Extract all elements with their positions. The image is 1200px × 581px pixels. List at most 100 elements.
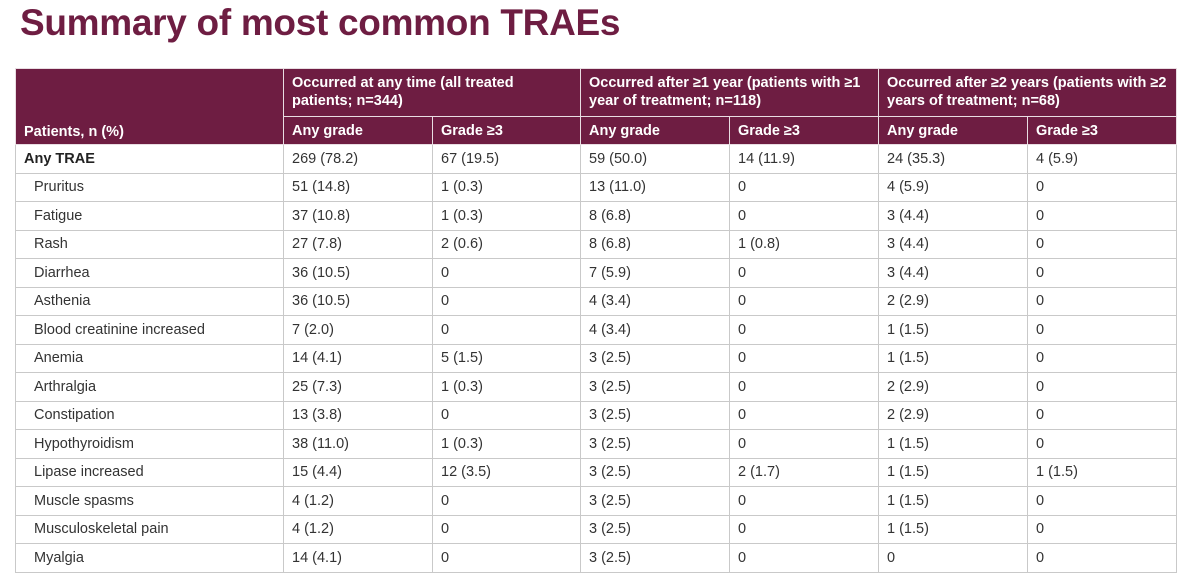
trae-table: Patients, n (%) Occurred at any time (al… <box>15 68 1178 573</box>
row-label-cell: Fatigue <box>15 201 284 231</box>
value-cell: 37 (10.8) <box>283 201 433 231</box>
value-cell: 0 <box>728 172 880 202</box>
value-cell: 3 (2.5) <box>580 543 730 573</box>
value-cell: 0 <box>728 372 880 402</box>
subheader-any-grade: Any grade <box>580 116 730 145</box>
value-cell: 3 (2.5) <box>580 400 730 430</box>
group-header-after-1-year: Occurred after ≥1 year (patients with ≥1… <box>579 68 880 117</box>
value-cell: 15 (4.4) <box>283 457 433 487</box>
table-row: Muscle spasms 4 (1.2) 0 3 (2.5) 0 1 (1.5) 0 <box>15 486 1178 516</box>
value-cell: 8 (6.8) <box>580 229 730 259</box>
value-cell: 3 (2.5) <box>580 514 730 544</box>
table-body: Any TRAE 269 (78.2) 67 (19.5) 59 (50.0) 14 (… <box>15 144 1178 573</box>
row-label-cell: Muscle spasms <box>15 486 284 516</box>
value-cell: 0 <box>432 286 581 316</box>
value-cell: 1 (1.5) <box>878 486 1029 516</box>
value-cell: 3 (4.4) <box>878 201 1029 231</box>
value-cell: 0 <box>1027 400 1178 430</box>
value-cell: 36 (10.5) <box>283 286 433 316</box>
value-cell: 0 <box>432 258 581 288</box>
value-cell: 5 (1.5) <box>432 343 581 373</box>
table-row: Asthenia 36 (10.5) 0 4 (3.4) 0 2 (2.9) 0 <box>15 286 1178 316</box>
value-cell: 51 (14.8) <box>283 172 433 202</box>
table-row: Anemia 14 (4.1) 5 (1.5) 3 (2.5) 0 1 (1.5) 0 <box>15 343 1178 373</box>
value-cell: 4 (1.2) <box>283 514 433 544</box>
value-cell: 67 (19.5) <box>432 144 581 174</box>
value-cell: 3 (2.5) <box>580 343 730 373</box>
value-cell: 3 (2.5) <box>580 429 730 459</box>
value-cell: 0 <box>1027 429 1178 459</box>
subheader-any-grade: Any grade <box>878 116 1029 145</box>
value-cell: 0 <box>728 258 880 288</box>
value-cell: 1 (1.5) <box>878 514 1029 544</box>
value-cell: 14 (4.1) <box>283 543 433 573</box>
value-cell: 7 (2.0) <box>283 315 433 345</box>
value-cell: 4 (3.4) <box>580 286 730 316</box>
row-label-cell: Diarrhea <box>15 258 284 288</box>
table-row: Musculoskeletal pain 4 (1.2) 0 3 (2.5) 0 1 (1… <box>15 514 1178 544</box>
value-cell: 0 <box>432 486 581 516</box>
value-cell: 0 <box>728 429 880 459</box>
table-row: Blood creatinine increased 7 (2.0) 0 4 (3.4… <box>15 315 1178 345</box>
table-row: Myalgia 14 (4.1) 0 3 (2.5) 0 0 0 <box>15 543 1178 573</box>
value-cell: 0 <box>728 514 880 544</box>
value-cell: 0 <box>1027 229 1178 259</box>
value-cell: 25 (7.3) <box>283 372 433 402</box>
value-cell: 36 (10.5) <box>283 258 433 288</box>
value-cell: 38 (11.0) <box>283 429 433 459</box>
value-cell: 3 (2.5) <box>580 486 730 516</box>
value-cell: 14 (4.1) <box>283 343 433 373</box>
subheader-grade-3: Grade ≥3 <box>432 116 581 145</box>
value-cell: 3 (2.5) <box>580 372 730 402</box>
row-label-cell: Rash <box>15 229 284 259</box>
row-header-cell: Patients, n (%) <box>15 68 284 145</box>
table-row: Diarrhea 36 (10.5) 0 7 (5.9) 0 3 (4.4) 0 <box>15 258 1178 288</box>
row-label-cell: Constipation <box>15 400 284 430</box>
value-cell: 0 <box>728 343 880 373</box>
value-cell: 7 (5.9) <box>580 258 730 288</box>
value-cell: 13 (11.0) <box>580 172 730 202</box>
value-cell: 1 (0.3) <box>432 201 581 231</box>
value-cell: 2 (2.9) <box>878 286 1029 316</box>
value-cell: 59 (50.0) <box>580 144 730 174</box>
value-cell: 0 <box>432 315 581 345</box>
value-cell: 0 <box>1027 343 1178 373</box>
subheader-grade-3: Grade ≥3 <box>1027 116 1178 145</box>
value-cell: 1 (0.8) <box>728 229 880 259</box>
row-label-cell: Lipase increased <box>15 457 284 487</box>
value-cell: 0 <box>1027 201 1178 231</box>
value-cell: 1 (1.5) <box>878 343 1029 373</box>
value-cell: 4 (5.9) <box>878 172 1029 202</box>
value-cell: 0 <box>432 514 581 544</box>
value-cell: 0 <box>1027 286 1178 316</box>
row-label-cell: Pruritus <box>15 172 284 202</box>
value-cell: 0 <box>432 543 581 573</box>
value-cell: 3 (2.5) <box>580 457 730 487</box>
group-header-after-2-years: Occurred after ≥2 years (patients with ≥… <box>878 68 1178 117</box>
value-cell: 2 (0.6) <box>432 229 581 259</box>
table-row: Hypothyroidism 38 (11.0) 1 (0.3) 3 (2.5) 0 1 … <box>15 429 1178 459</box>
subheader-grade-3: Grade ≥3 <box>728 116 880 145</box>
row-label-cell: Arthralgia <box>15 372 284 402</box>
value-cell: 269 (78.2) <box>283 144 433 174</box>
row-label-cell: Anemia <box>15 343 284 373</box>
value-cell: 0 <box>728 486 880 516</box>
value-cell: 24 (35.3) <box>878 144 1029 174</box>
value-cell: 8 (6.8) <box>580 201 730 231</box>
table-header: Patients, n (%) Occurred at any time (al… <box>15 68 1178 145</box>
value-cell: 2 (2.9) <box>878 372 1029 402</box>
value-cell: 4 (5.9) <box>1027 144 1178 174</box>
group-header-any-time: Occurred at any time (all treated patien… <box>283 68 581 117</box>
row-label-cell: Any TRAE <box>15 144 284 174</box>
value-cell: 0 <box>1027 172 1178 202</box>
table-row: Arthralgia 25 (7.3) 1 (0.3) 3 (2.5) 0 2 (2.9)… <box>15 372 1178 402</box>
value-cell: 13 (3.8) <box>283 400 433 430</box>
value-cell: 0 <box>728 286 880 316</box>
value-cell: 0 <box>1027 543 1178 573</box>
value-cell: 0 <box>1027 486 1178 516</box>
value-cell: 0 <box>878 543 1029 573</box>
value-cell: 1 (0.3) <box>432 372 581 402</box>
value-cell: 3 (4.4) <box>878 229 1029 259</box>
value-cell: 0 <box>1027 372 1178 402</box>
subheader-any-grade: Any grade <box>283 116 433 145</box>
